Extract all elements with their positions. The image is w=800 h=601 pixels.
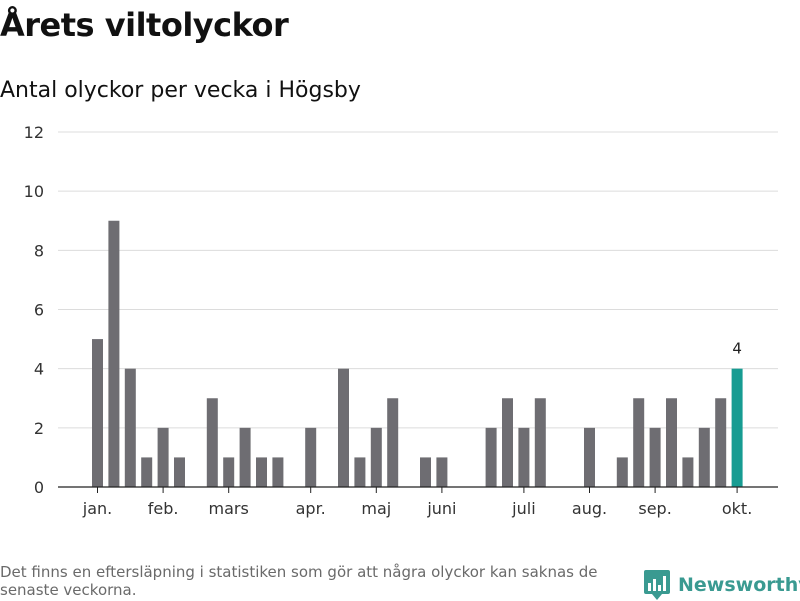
y-tick-label: 2 <box>34 419 44 438</box>
bar <box>354 457 366 487</box>
x-tick-label: aug. <box>572 499 607 518</box>
x-tick-label: maj <box>361 499 391 518</box>
data-label: 4 <box>732 340 742 358</box>
bar <box>715 398 727 487</box>
data-labels: 4 <box>732 340 742 358</box>
bar <box>518 427 530 487</box>
x-tick-label: juni <box>426 499 456 518</box>
bar <box>649 427 661 487</box>
bar-chart-speech-bubble-icon <box>644 570 670 600</box>
bar <box>616 457 628 487</box>
bar <box>633 398 645 487</box>
bar <box>239 427 251 487</box>
x-tick-label: apr. <box>296 499 326 518</box>
bar <box>370 427 382 487</box>
bar <box>502 398 513 487</box>
bar <box>223 457 235 487</box>
gridlines <box>58 131 778 429</box>
bar <box>305 427 317 487</box>
newsworthy-logo: Newsworthy <box>644 569 800 601</box>
bar <box>256 457 267 487</box>
bar <box>92 339 103 487</box>
bar <box>108 220 120 487</box>
highlight-bar <box>731 368 743 487</box>
bar <box>485 427 497 487</box>
bar-chart: 0 2 4 6 8 10 12 jan. feb. mars apr. maj juni juli aug… <box>24 123 778 518</box>
y-tick-label: 12 <box>24 123 44 142</box>
bar <box>584 427 595 487</box>
bar <box>272 457 284 487</box>
bar <box>157 427 169 487</box>
bar <box>141 457 153 487</box>
bar <box>682 457 694 487</box>
x-tick-label: juli <box>511 499 535 518</box>
chart-title: Årets viltolyckor <box>0 6 289 44</box>
y-tick-label: 4 <box>34 360 44 379</box>
bar <box>124 368 136 487</box>
bar <box>387 398 399 487</box>
bar <box>174 457 185 487</box>
footnote: Det finns en eftersläpning i statistiken… <box>0 563 598 599</box>
y-axis-ticks: 0 2 4 6 8 10 12 <box>24 123 44 497</box>
chart-subtitle: Antal olyckor per vecka i Högsby <box>0 78 361 103</box>
bar <box>666 398 677 487</box>
x-tick-label: mars <box>209 499 249 518</box>
y-tick-label: 6 <box>34 301 44 320</box>
x-tick-label: jan. <box>82 499 112 518</box>
y-tick-label: 10 <box>24 182 44 201</box>
bar <box>436 457 448 487</box>
y-tick-label: 0 <box>34 478 44 497</box>
x-tick-label: feb. <box>148 499 179 518</box>
x-axis-ticks: jan. feb. mars apr. maj juni juli aug. sep. okt. <box>82 487 752 518</box>
x-tick-label: okt. <box>722 499 752 518</box>
bar <box>420 457 431 487</box>
brand-name: Newsworthy <box>678 574 800 596</box>
bar <box>338 368 349 487</box>
x-tick-label: sep. <box>638 499 671 518</box>
bar <box>206 398 218 487</box>
bar <box>534 398 546 487</box>
bar <box>698 427 710 487</box>
y-tick-label: 8 <box>34 241 44 260</box>
bars <box>92 220 743 487</box>
